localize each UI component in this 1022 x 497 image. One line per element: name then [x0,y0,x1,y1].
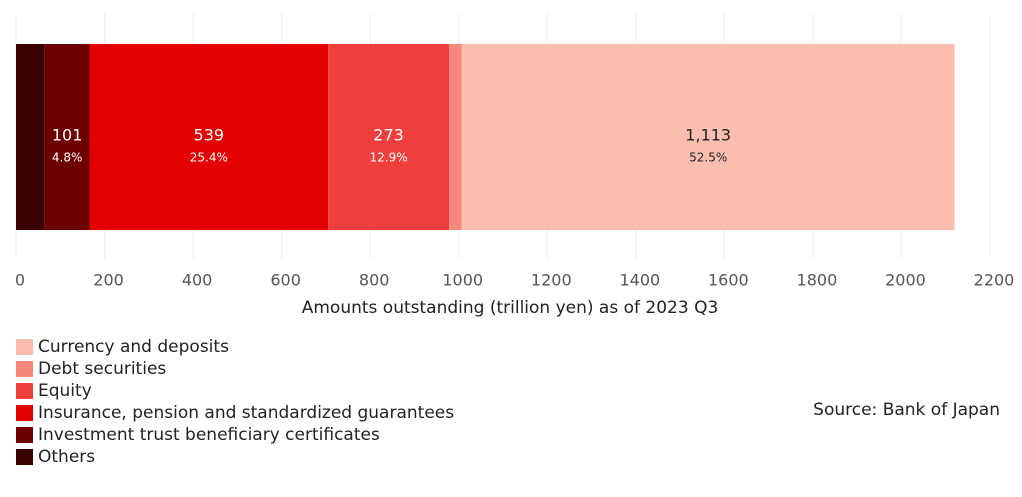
bar-segment [89,44,329,230]
legend-swatch [16,427,33,443]
value-label: 273 [373,126,404,145]
share-label: 12.9% [369,151,407,165]
legend-swatch [16,449,33,465]
source: Source: Bank of Japan [813,400,1000,420]
value-label: 101 [52,126,83,145]
bar-segment [16,44,45,230]
x-tick-label: 400 [182,271,213,290]
x-tick-label: 1000 [442,271,483,290]
legend-label: Currency and deposits [38,337,229,357]
legend-swatch [16,383,33,399]
legend-label: Others [38,447,95,467]
x-tick-label: 600 [270,271,301,290]
x-tick-label: 2000 [885,271,926,290]
legend-swatch [16,405,33,421]
legend-label: Investment trust beneficiary certificate… [38,425,380,445]
share-label: 25.4% [190,151,228,165]
x-tick-label: 1400 [619,271,660,290]
bar-segment [44,44,90,230]
x-tick-label: 0 [15,271,25,290]
x-axis-title: Amounts outstanding (trillion yen) as of… [302,298,719,318]
legend-label: Insurance, pension and standardized guar… [38,403,454,423]
value-label: 1,113 [685,126,731,145]
x-tick-label: 200 [93,271,124,290]
bar-segment [328,44,449,230]
legend-label: Debt securities [38,359,166,379]
share-label: 4.8% [52,151,83,165]
bar-segment [461,44,955,230]
x-tick-label: 1200 [531,271,572,290]
legend-label: Equity [38,381,92,401]
legend-swatch [16,361,33,377]
x-tick-label: 1600 [708,271,749,290]
x-tick-label: 2200 [974,271,1015,290]
x-tick-label: 800 [359,271,390,290]
value-label: 539 [194,126,225,145]
legend-swatch [16,339,33,355]
bar-segment [448,44,462,230]
x-tick-label: 1800 [797,271,838,290]
share-label: 52.5% [689,151,727,165]
